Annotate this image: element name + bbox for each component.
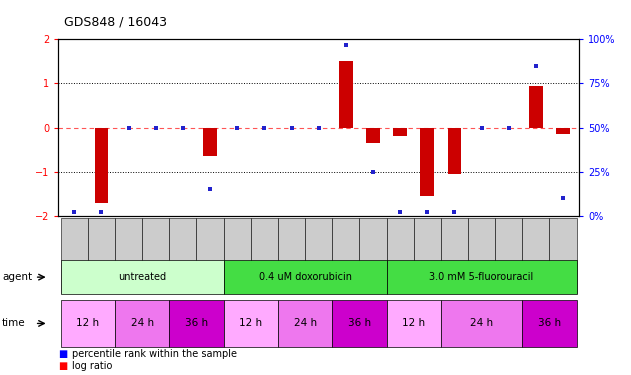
Text: GDS848 / 16043: GDS848 / 16043	[64, 15, 167, 28]
Bar	[95, 128, 109, 203]
Bar	[393, 128, 407, 136]
Bar	[447, 128, 461, 174]
Text: 12 h: 12 h	[402, 318, 425, 328]
Bar	[203, 128, 217, 156]
Bar	[366, 128, 380, 143]
Text: 0.4 uM doxorubicin: 0.4 uM doxorubicin	[259, 272, 351, 282]
Text: 36 h: 36 h	[348, 318, 371, 328]
Text: 12 h: 12 h	[239, 318, 262, 328]
Text: percentile rank within the sample: percentile rank within the sample	[72, 350, 237, 359]
Text: ■: ■	[58, 361, 68, 370]
Text: log ratio: log ratio	[72, 361, 112, 370]
Text: 3.0 mM 5-fluorouracil: 3.0 mM 5-fluorouracil	[430, 272, 534, 282]
Text: time: time	[2, 318, 25, 328]
Bar	[420, 128, 434, 196]
Text: 12 h: 12 h	[76, 318, 100, 328]
Text: 24 h: 24 h	[293, 318, 317, 328]
Text: 24 h: 24 h	[470, 318, 493, 328]
Text: 36 h: 36 h	[538, 318, 561, 328]
Bar	[339, 62, 353, 128]
Text: ■: ■	[58, 350, 68, 359]
Text: 36 h: 36 h	[185, 318, 208, 328]
Bar	[556, 128, 570, 134]
Text: agent: agent	[2, 272, 32, 282]
Text: untreated: untreated	[118, 272, 166, 282]
Text: 24 h: 24 h	[131, 318, 154, 328]
Bar	[529, 86, 543, 128]
